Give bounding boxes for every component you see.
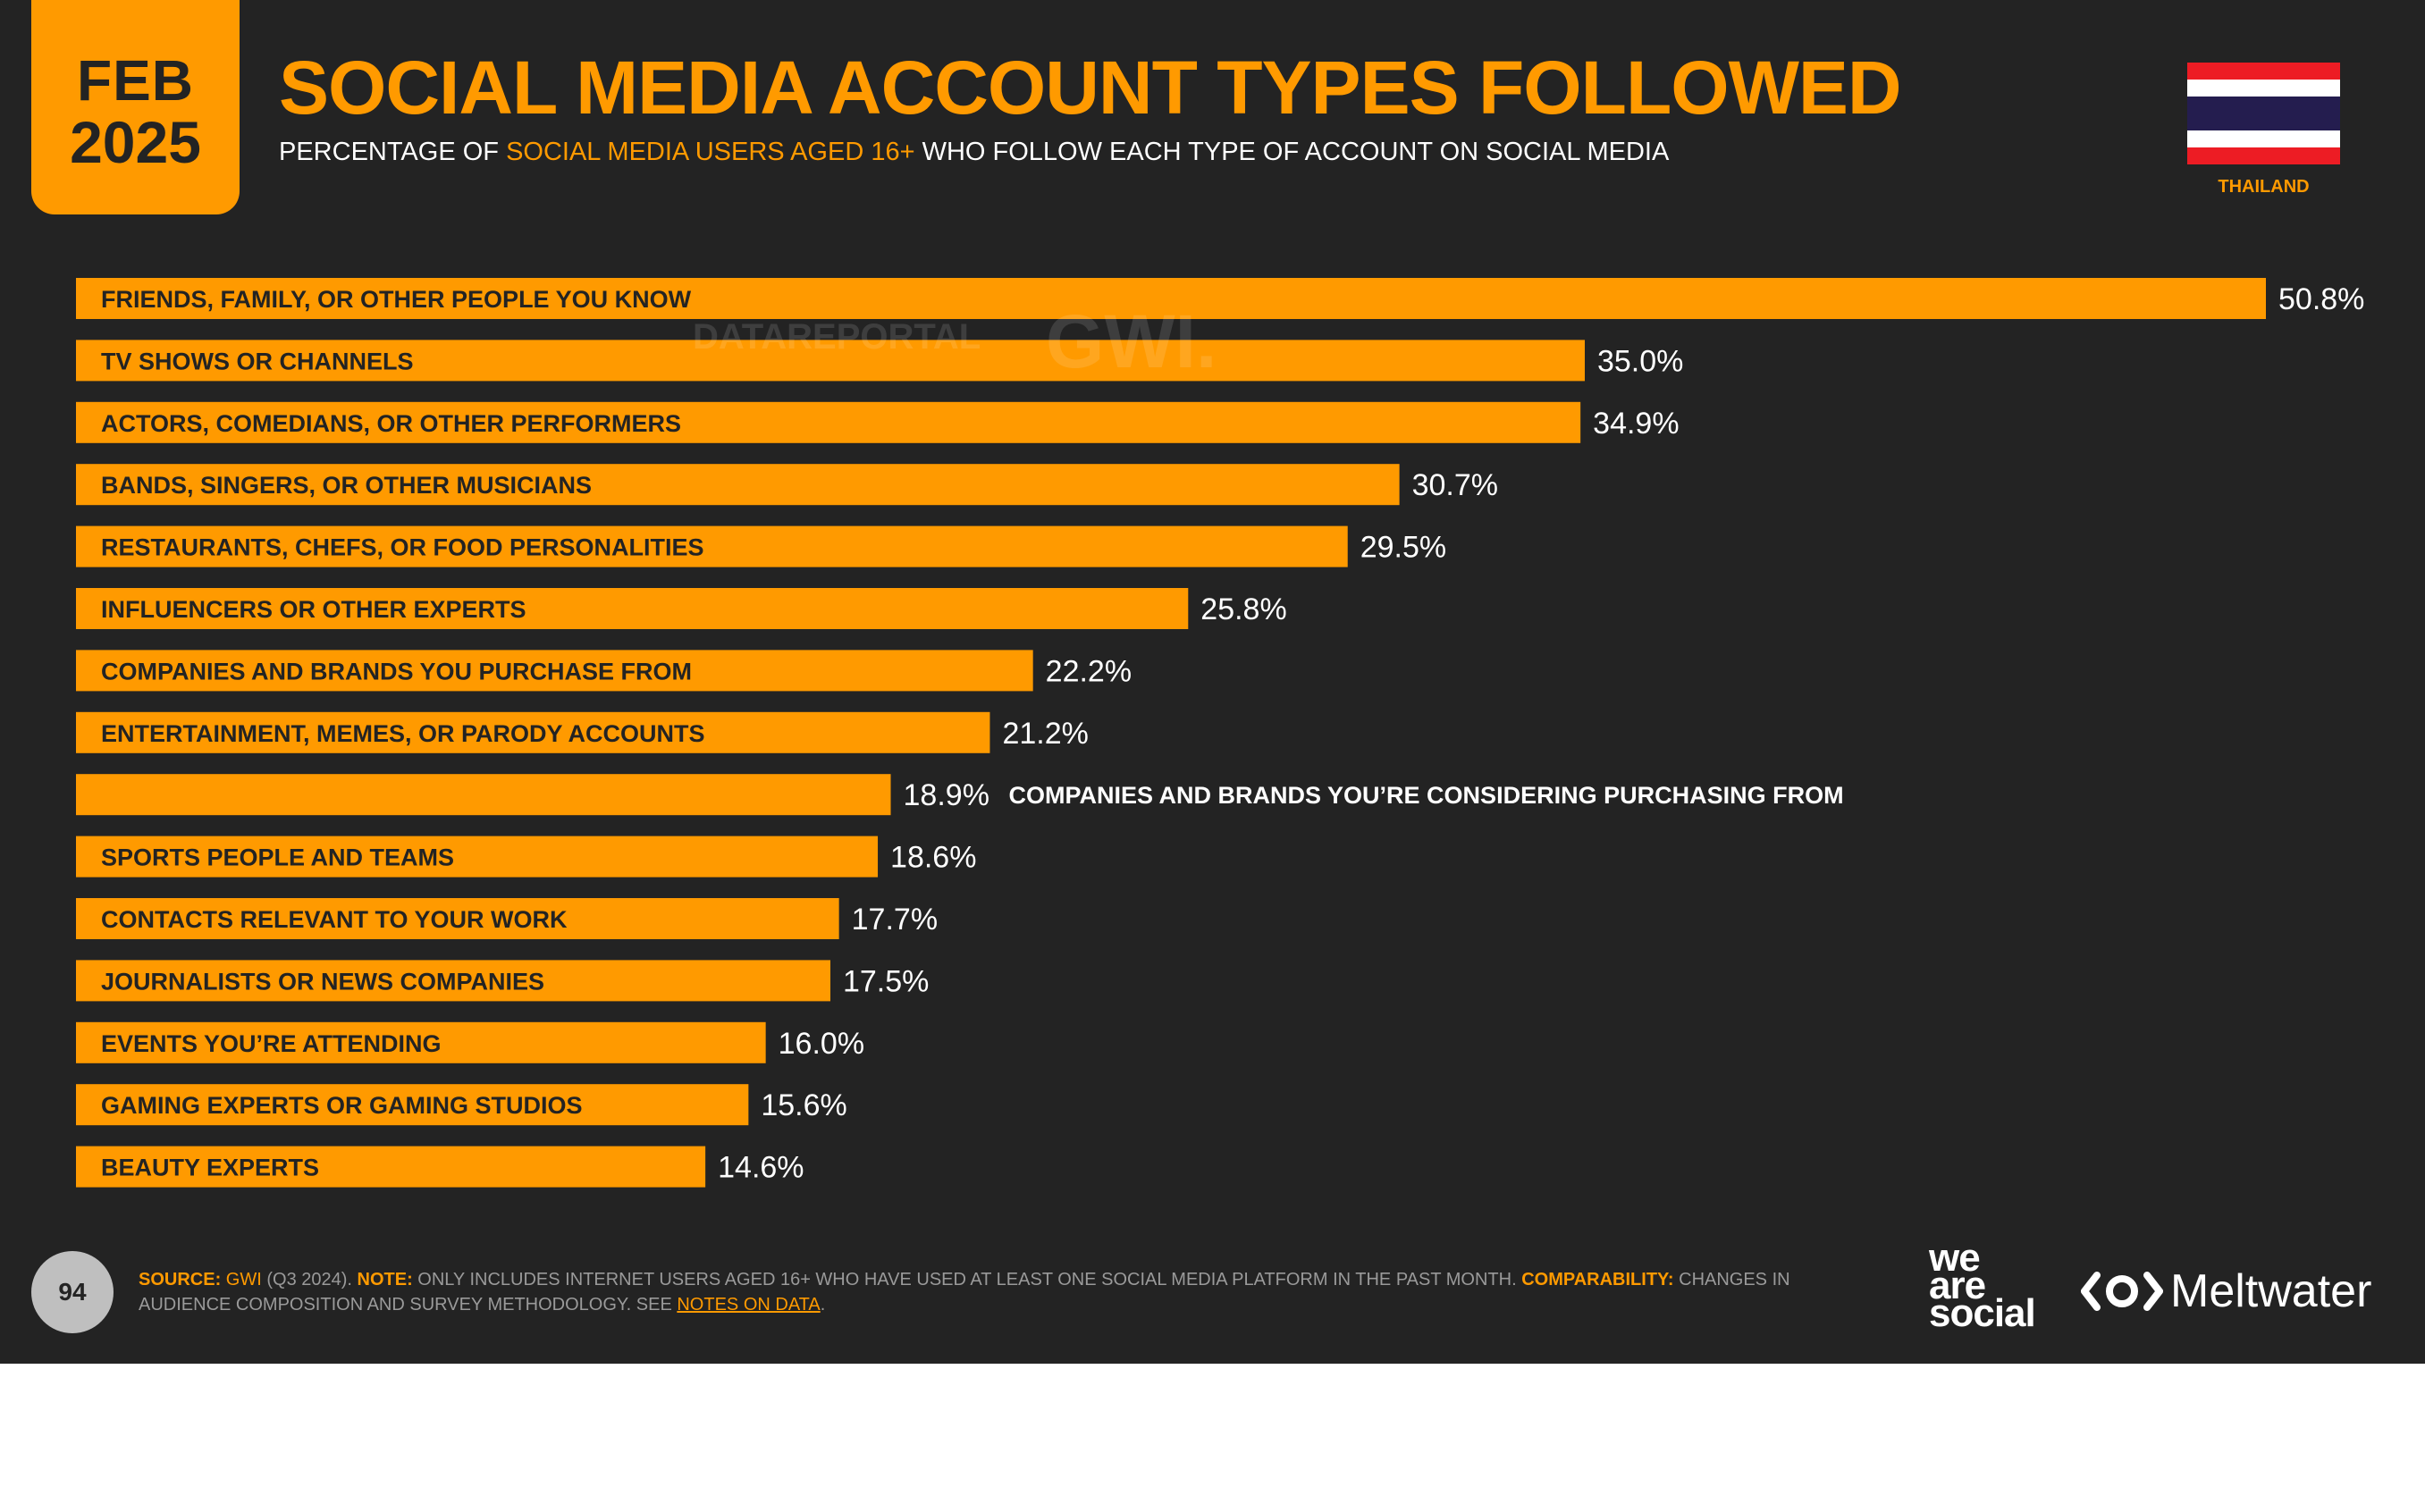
value-label: 35.0% [1597, 344, 1683, 378]
category-label: EVENTS YOU’RE ATTENDING [101, 1030, 442, 1057]
page-subtitle: PERCENTAGE OF SOCIAL MEDIA USERS AGED 16… [279, 139, 1669, 165]
meltwater-wordmark: Meltwater [2170, 1265, 2372, 1317]
bar [76, 340, 1585, 382]
page-number: 94 [31, 1251, 114, 1333]
flag-stripe-red-top [2187, 63, 2340, 80]
flag-stripe-white-bottom [2187, 130, 2340, 147]
subtitle-pre: PERCENTAGE OF [279, 138, 507, 166]
meltwater-mark-icon [2081, 1272, 2163, 1311]
notes-on-data-link[interactable]: NOTES ON DATA [677, 1295, 821, 1315]
category-label: ENTERTAINMENT, MEMES, OR PARODY ACCOUNTS [101, 720, 705, 747]
bar [76, 401, 1581, 443]
note-key: NOTE: [357, 1270, 413, 1289]
bar [76, 711, 990, 753]
subtitle-highlight: SOCIAL MEDIA USERS AGED 16+ [506, 138, 915, 166]
source-key: SOURCE: [139, 1270, 222, 1289]
logo-was-line-2: are [1929, 1264, 1986, 1307]
slide: FEB 2025 SOCIAL MEDIA ACCOUNT TYPES FOLL… [0, 0, 2425, 1364]
date-year: 2025 [70, 109, 201, 175]
category-label: GAMING EXPERTS OR GAMING STUDIOS [101, 1092, 583, 1119]
category-label: TV SHOWS OR CHANNELS [101, 348, 414, 374]
category-label: FRIENDS, FAMILY, OR OTHER PEOPLE YOU KNO… [101, 286, 692, 313]
logo-was-line-1: we [1929, 1236, 1981, 1280]
comparability-text: CHANGES IN AUDIENCE COMPOSITION AND SURV… [139, 1270, 1790, 1315]
country-label: THAILAND [2218, 177, 2310, 197]
value-label: 50.8% [2278, 282, 2364, 316]
bar [76, 1021, 766, 1063]
flag-stripe-red-bottom [2187, 147, 2340, 164]
bar [76, 774, 891, 816]
category-label: ACTORS, COMEDIANS, OR OTHER PERFORMERS [101, 410, 681, 437]
category-label: CONTACTS RELEVANT TO YOUR WORK [101, 906, 568, 933]
bar-chart: 50.8% FRIENDS, FAMILY, OR OTHER PEOPLE YO… [76, 278, 2364, 1188]
bar [76, 525, 1348, 567]
bar [76, 898, 839, 939]
value-label: 17.7% [852, 903, 938, 937]
value-label: 30.7% [1412, 468, 1498, 502]
value-label: 16.0% [779, 1027, 864, 1061]
category-label: COMPANIES AND BRANDS YOU PURCHASE FROM [101, 658, 692, 685]
note-text: ONLY INCLUDES INTERNET USERS AGED 16+ WH… [412, 1270, 1522, 1289]
flag-stripe-white-top [2187, 80, 2340, 97]
value-label: 18.9% [904, 778, 989, 812]
value-label: 14.6% [718, 1151, 804, 1185]
bar [76, 278, 2266, 319]
bar [76, 588, 1189, 629]
value-label: 21.2% [1002, 717, 1088, 751]
value-label: 25.8% [1200, 592, 1286, 626]
gwi-watermark: GWI. [1046, 299, 1217, 383]
logo-was-line-3: social [1929, 1291, 2036, 1335]
flag-stripe-blue [2187, 97, 2340, 130]
category-label: RESTAURANTS, CHEFS, OR FOOD PERSONALITIE… [101, 534, 704, 561]
bar [76, 650, 1033, 692]
comparability-key: COMPARABILITY: [1521, 1270, 1674, 1289]
category-label: BEAUTY EXPERTS [101, 1155, 319, 1181]
value-label: 29.5% [1360, 531, 1446, 565]
page-title: SOCIAL MEDIA ACCOUNT TYPES FOLLOWED [279, 46, 1902, 130]
source-value: GWI [225, 1270, 262, 1289]
bar [76, 1084, 749, 1126]
notes-end: . [820, 1295, 826, 1315]
source-detail: (Q3 2024). [261, 1270, 358, 1289]
bar [76, 836, 879, 878]
thailand-flag-icon [2187, 63, 2340, 164]
value-label: 17.5% [843, 964, 929, 998]
category-label: COMPANIES AND BRANDS YOU’RE CONSIDERING … [1009, 782, 1844, 809]
subtitle-post: WHO FOLLOW EACH TYPE OF ACCOUNT ON SOCIA… [914, 138, 1670, 166]
datareportal-watermark: DATAREPORTAL [693, 317, 981, 357]
category-label: SPORTS PEOPLE AND TEAMS [101, 844, 454, 871]
value-label: 34.9% [1593, 407, 1679, 441]
date-month: FEB [77, 48, 194, 113]
category-label: BANDS, SINGERS, OR OTHER MUSICIANS [101, 472, 592, 499]
bar [76, 464, 1400, 506]
value-label: 15.6% [761, 1088, 846, 1122]
footer-notes: SOURCE: GWI (Q3 2024). NOTE: ONLY INCLUD… [139, 1267, 1873, 1317]
bar [76, 960, 830, 1002]
category-label: JOURNALISTS OR NEWS COMPANIES [101, 968, 544, 995]
value-label: 22.2% [1046, 654, 1132, 688]
bar [76, 1146, 706, 1188]
category-label: INFLUENCERS OR OTHER EXPERTS [101, 596, 526, 623]
date-badge: FEB 2025 [31, 0, 240, 214]
value-label: 18.6% [890, 841, 976, 875]
we-are-social-logo: we are social [1929, 1236, 2036, 1335]
